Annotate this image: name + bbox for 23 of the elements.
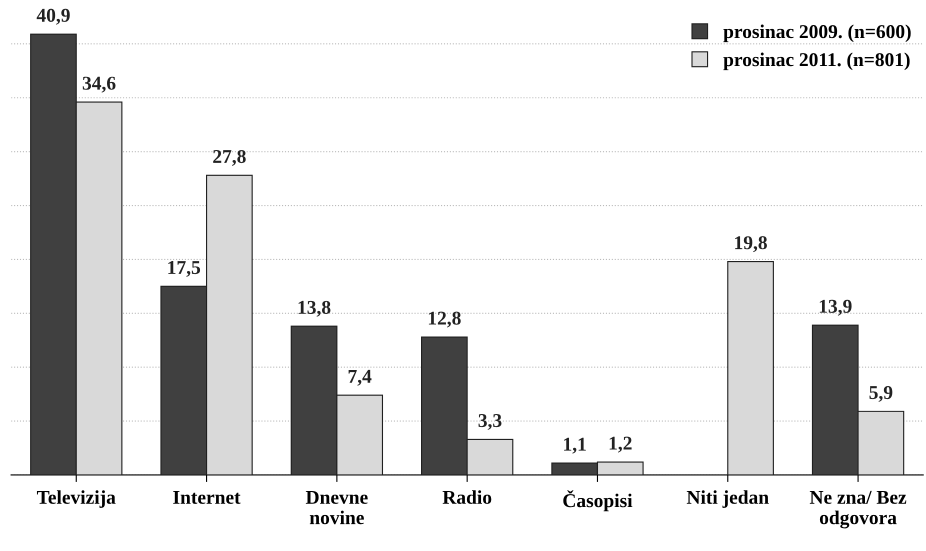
- x-tick-label: Ne zna/ Bez odgovora: [810, 490, 906, 528]
- data-label: 17,5: [168, 261, 200, 277]
- x-tick-label: Časopisi: [563, 490, 632, 512]
- data-label: 3,3: [478, 414, 502, 430]
- x-tick-label: Niti jedan: [686, 490, 769, 508]
- data-label: 13,8: [298, 300, 330, 317]
- data-label: 40,9: [36, 8, 70, 25]
- data-label: 13,9: [820, 300, 852, 316]
- x-tick-label: Televizija: [36, 490, 116, 508]
- x-tick-label: Radio: [442, 490, 492, 504]
- data-label: 1,2: [610, 436, 632, 453]
- legend-label: prosinac 2011. (n=801): [723, 52, 910, 70]
- x-tick-label: Internet: [173, 491, 240, 504]
- data-label: 12,8: [428, 312, 461, 328]
- data-label: 7,4: [348, 370, 372, 386]
- data-label: 34,6: [82, 76, 116, 93]
- data-label: 5,9: [870, 386, 892, 402]
- bar: [727, 261, 774, 475]
- legend-label: prosinac 2009. (n=600): [723, 24, 911, 42]
- data-label: 1,1: [564, 438, 586, 454]
- data-label: 27,8: [213, 150, 246, 166]
- data-label: 19,8: [735, 236, 767, 252]
- x-tick-label: Dnevne novine: [306, 491, 368, 524]
